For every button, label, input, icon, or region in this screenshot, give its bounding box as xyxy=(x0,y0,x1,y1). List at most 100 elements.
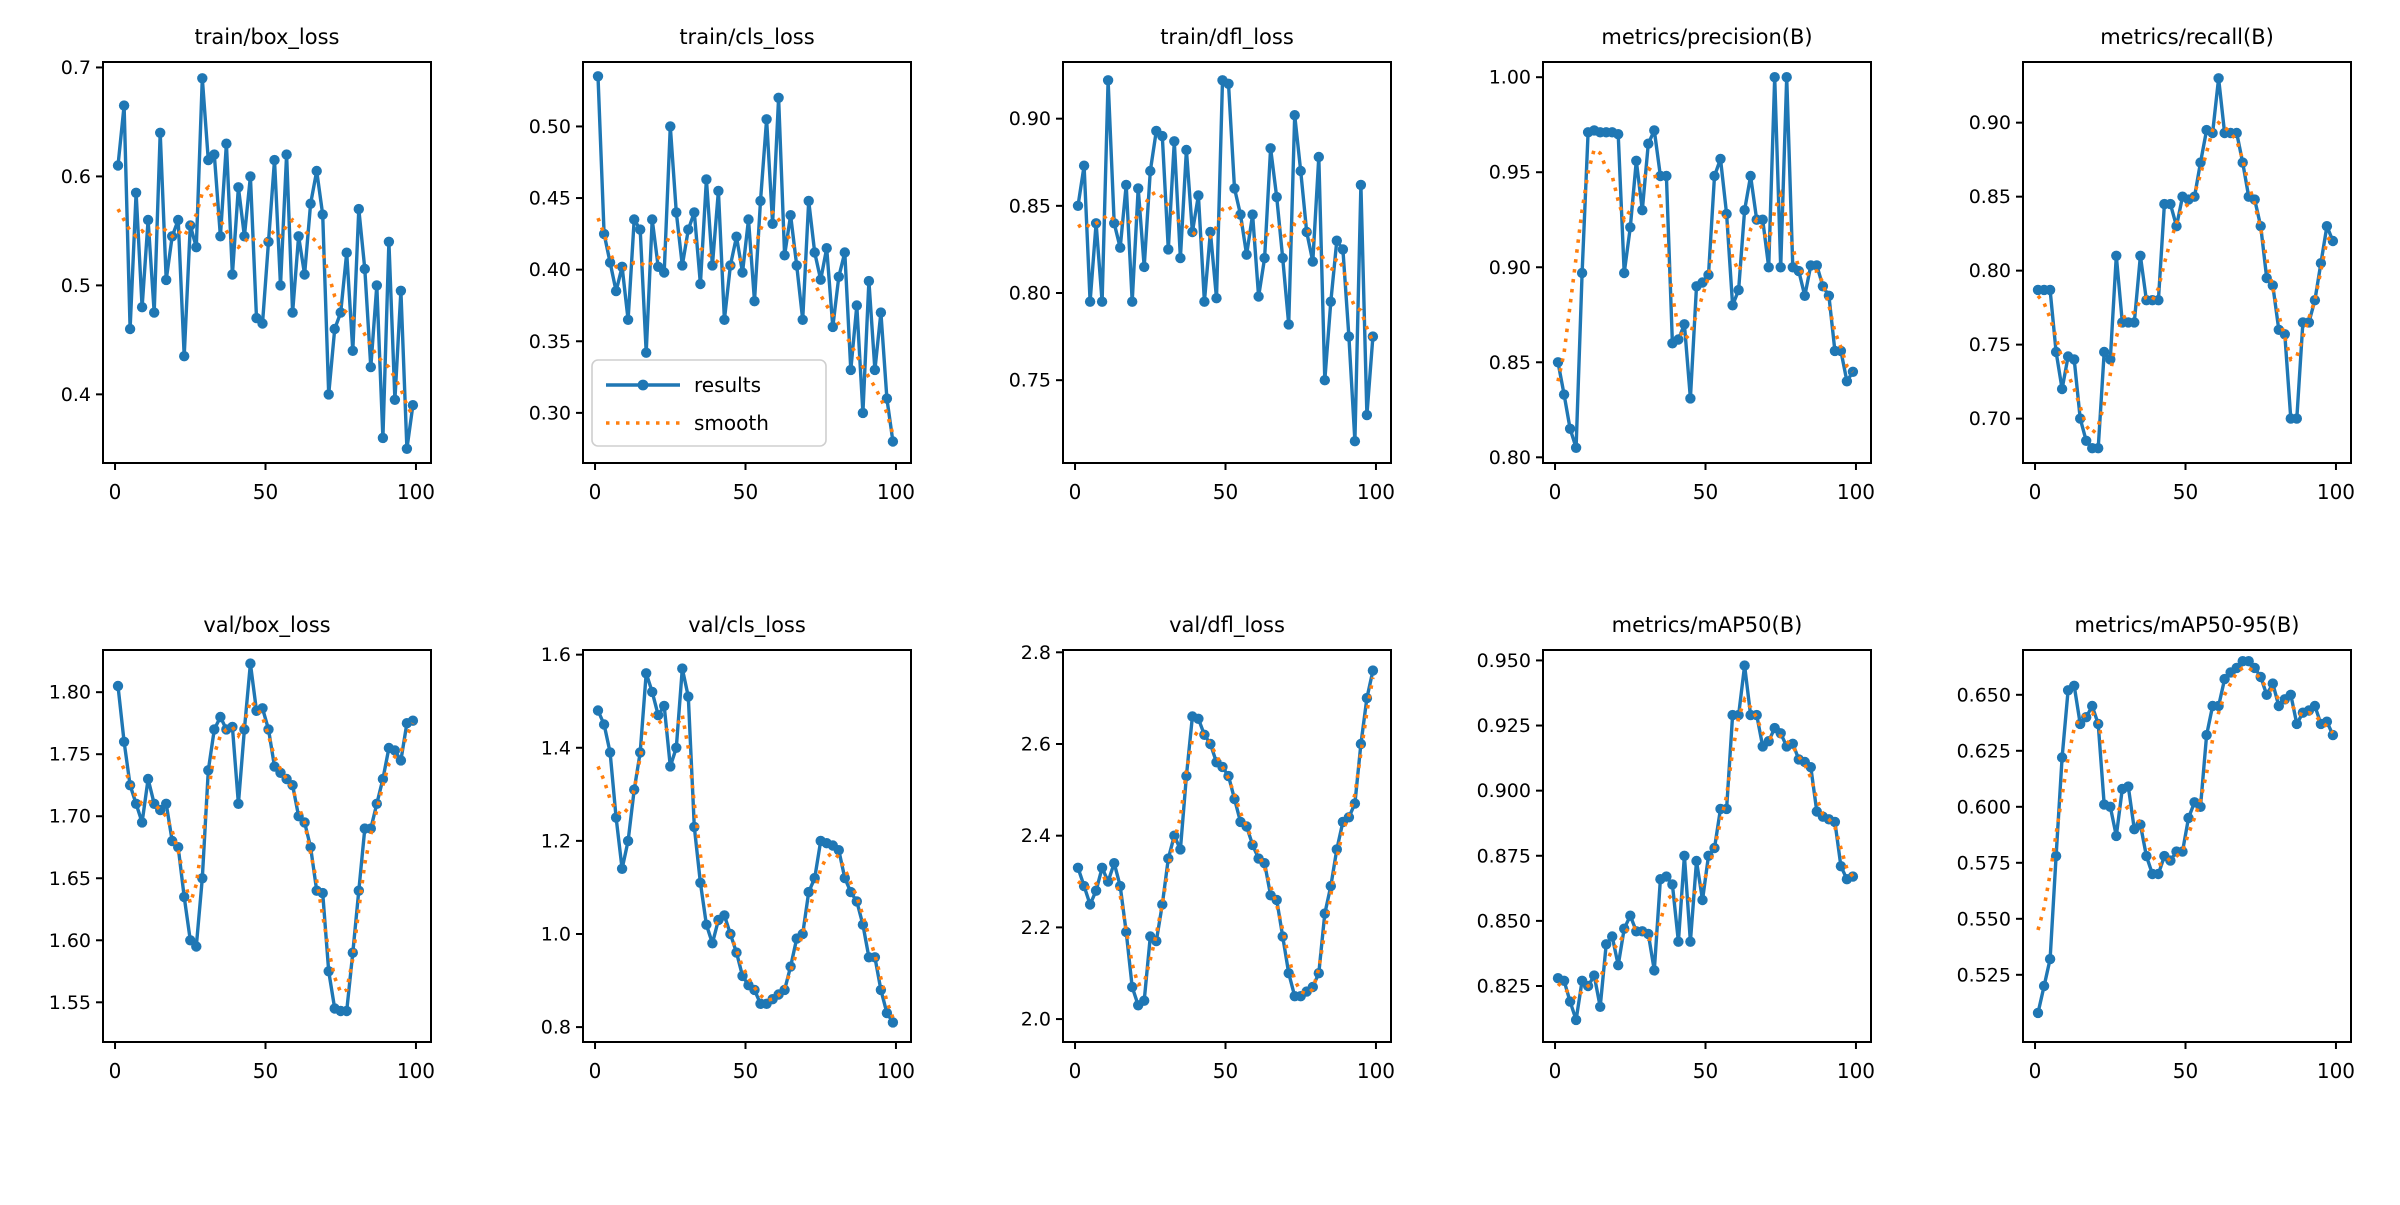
x-tick-label: 100 xyxy=(397,480,435,504)
results-marker xyxy=(197,873,208,884)
results-marker xyxy=(1625,222,1636,233)
results-marker xyxy=(401,443,413,454)
results-marker xyxy=(2291,413,2302,424)
results-marker xyxy=(743,214,754,225)
results-marker xyxy=(365,361,376,373)
smooth-line xyxy=(116,697,415,995)
results-marker xyxy=(833,845,844,856)
y-tick-label: 0.95 xyxy=(1489,162,1531,184)
results-marker xyxy=(317,209,328,220)
results-marker xyxy=(377,432,389,444)
results-marker xyxy=(1181,770,1192,782)
results-marker xyxy=(221,138,232,149)
subplot-train-cls-loss: train/cls_loss 0.30 0.35 0.40 0.45 0.50 0 50 100… xyxy=(529,25,915,504)
results-marker xyxy=(2081,435,2092,446)
results-marker xyxy=(592,705,604,716)
results-marker xyxy=(2285,689,2296,700)
results-marker xyxy=(1757,214,1768,225)
results-marker xyxy=(2153,868,2164,880)
series-group xyxy=(592,663,899,1028)
results-marker xyxy=(1163,244,1174,255)
results-marker xyxy=(1847,871,1859,882)
subplot-metrics-map50-95-b: metrics/mAP50-95(B) 0.525 0.550 0.575 0.600 0… xyxy=(1957,613,2355,1083)
results-marker xyxy=(1649,965,1660,976)
results-marker xyxy=(719,314,730,325)
results-marker xyxy=(1241,249,1252,260)
results-marker xyxy=(1115,242,1126,253)
results-marker xyxy=(2044,284,2056,296)
results-marker xyxy=(1247,209,1258,220)
results-marker xyxy=(287,780,298,791)
results-marker xyxy=(1199,296,1210,307)
y-tick-label: 0.80 xyxy=(1009,283,1051,305)
results-marker xyxy=(845,364,856,376)
y-tick-label: 0.850 xyxy=(1477,910,1531,932)
results-marker xyxy=(2105,801,2116,812)
results-marker xyxy=(1072,862,1084,873)
y-tick-label: 0.90 xyxy=(1489,257,1531,279)
x-tick-label: 100 xyxy=(397,1059,435,1083)
y-tick-label: 1.55 xyxy=(49,992,91,1014)
results-marker xyxy=(1361,409,1373,421)
results-marker xyxy=(155,127,166,138)
results-marker xyxy=(118,736,130,747)
results-marker xyxy=(1271,894,1282,906)
results-marker xyxy=(233,798,244,809)
results-marker xyxy=(797,314,808,325)
y-tick-label: 0.90 xyxy=(1009,108,1051,130)
legend-label-smooth: smooth xyxy=(694,411,769,435)
results-marker xyxy=(112,680,124,692)
results-marker xyxy=(1109,858,1120,869)
results-marker xyxy=(1745,170,1756,182)
results-marker xyxy=(161,274,172,286)
results-marker xyxy=(2291,718,2302,730)
results-marker xyxy=(737,267,748,278)
results-marker xyxy=(1157,899,1168,910)
results-marker xyxy=(1283,968,1294,979)
results-marker xyxy=(779,250,790,261)
results-marker xyxy=(659,700,670,712)
results-marker xyxy=(616,863,628,874)
x-tick-label: 100 xyxy=(1357,480,1395,504)
results-marker xyxy=(383,236,395,247)
results-marker xyxy=(1169,830,1180,841)
results-marker xyxy=(407,715,419,726)
results-marker xyxy=(1595,1001,1606,1012)
y-tick-label: 0.4 xyxy=(61,384,91,406)
results-marker xyxy=(653,710,664,721)
results-marker xyxy=(1175,844,1186,855)
smooth-line xyxy=(2036,120,2335,437)
y-tick-label: 0.85 xyxy=(1489,352,1531,374)
results-marker xyxy=(353,885,364,896)
x-tick-label: 50 xyxy=(1693,480,1718,504)
results-marker xyxy=(179,351,190,362)
results-marker xyxy=(604,257,616,268)
results-marker xyxy=(1205,226,1216,238)
results-marker xyxy=(1613,129,1624,140)
x-tick-label: 100 xyxy=(877,480,915,504)
results-marker xyxy=(1697,894,1708,906)
axes-spines xyxy=(1062,649,1392,1043)
results-marker xyxy=(791,260,802,271)
results-marker xyxy=(118,100,130,111)
results-marker xyxy=(1631,155,1642,166)
x-tick-label: 50 xyxy=(2173,480,2198,504)
results-marker xyxy=(299,269,310,280)
y-tick-label: 2.2 xyxy=(1021,917,1051,939)
results-marker xyxy=(1576,267,1588,279)
y-tick-label: 0.90 xyxy=(1969,112,2011,134)
x-tick-label: 0 xyxy=(109,480,122,504)
results-marker xyxy=(665,761,676,772)
results-marker xyxy=(2032,1007,2044,1019)
y-tick-label: 0.75 xyxy=(1009,370,1051,392)
legend-results-marker xyxy=(637,379,649,391)
y-tick-label: 0.50 xyxy=(529,116,571,138)
results-marker xyxy=(803,195,814,207)
results-marker xyxy=(1835,345,1847,357)
x-tick-label: 100 xyxy=(1837,1059,1875,1083)
results-marker xyxy=(341,1005,352,1017)
legend-label-results: results xyxy=(694,373,761,397)
results-marker xyxy=(1289,110,1300,121)
results-marker xyxy=(2207,127,2218,139)
